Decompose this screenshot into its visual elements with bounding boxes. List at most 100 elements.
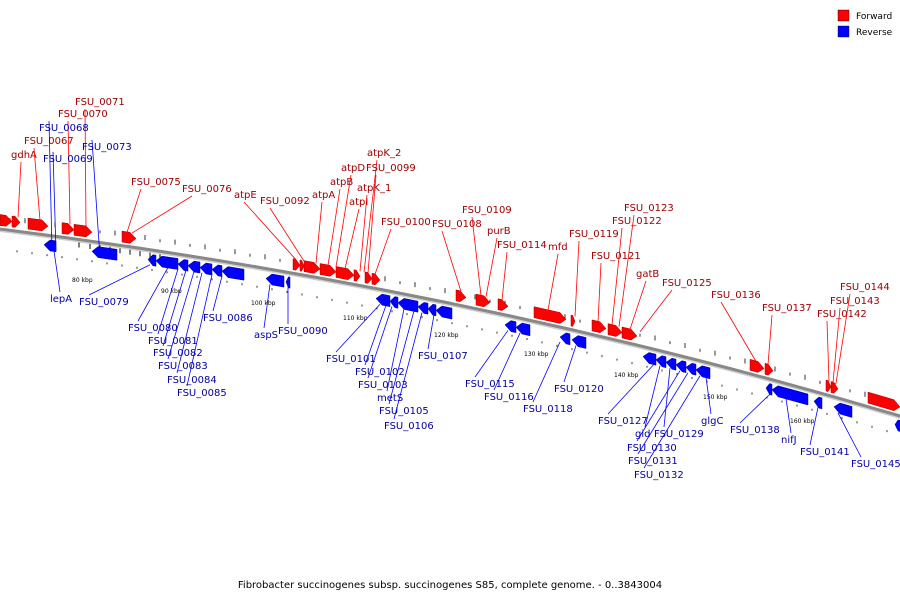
forward-gene-arrow[interactable] (353, 269, 361, 282)
reverse-gene-arrow[interactable] (813, 396, 823, 410)
reverse-gene-arrow[interactable] (265, 273, 285, 288)
reverse-gene-arrow[interactable] (285, 276, 291, 289)
forward-gene-arrow[interactable] (121, 230, 137, 244)
forward-gene-label[interactable]: gatB (636, 269, 659, 280)
forward-gene-label[interactable]: FSU_0119 (569, 229, 619, 240)
forward-gene-arrow[interactable] (475, 293, 491, 308)
forward-gene-label[interactable]: FSU_0092 (260, 196, 310, 207)
forward-gene-label[interactable]: mfd (548, 242, 568, 253)
reverse-gene-label[interactable]: FSU_0079 (79, 297, 129, 308)
reverse-gene-label[interactable]: FSU_0130 (627, 443, 677, 454)
forward-gene-arrow[interactable] (621, 326, 638, 341)
reverse-gene-label[interactable]: FSU_0073 (82, 142, 132, 153)
forward-gene-label[interactable]: FSU_0114 (497, 240, 547, 251)
forward-gene-label[interactable]: FSU_0070 (58, 109, 108, 120)
forward-gene-label[interactable]: FSU_0123 (624, 203, 674, 214)
forward-gene-label[interactable]: FSU_0143 (830, 296, 880, 307)
forward-gene-label[interactable]: FSU_0125 (662, 278, 712, 289)
forward-gene-label[interactable]: atpA (312, 190, 335, 201)
reverse-gene-label[interactable]: FSU_0069 (43, 154, 93, 165)
reverse-gene-arrow[interactable] (515, 322, 531, 337)
forward-gene-label[interactable]: FSU_0142 (817, 309, 867, 320)
forward-gene-arrow[interactable] (607, 323, 623, 337)
forward-gene-arrow[interactable] (303, 260, 321, 274)
reverse-gene-label[interactable]: FSU_0105 (379, 406, 429, 417)
reverse-gene-arrow[interactable] (771, 385, 809, 406)
reverse-gene-arrow[interactable] (642, 352, 657, 366)
reverse-gene-label[interactable]: FSU_0084 (167, 375, 217, 386)
forward-gene-arrow[interactable] (61, 222, 75, 235)
reverse-gene-label[interactable]: FSU_0115 (465, 379, 515, 390)
reverse-gene-label[interactable]: FSU_0120 (554, 384, 604, 395)
forward-gene-arrow[interactable] (497, 298, 509, 311)
reverse-gene-label[interactable]: FSU_0101 (326, 354, 376, 365)
forward-gene-label[interactable]: FSU_0075 (131, 177, 181, 188)
forward-gene-label[interactable]: purB (487, 226, 511, 237)
forward-gene-arrow[interactable] (764, 362, 774, 376)
forward-gene-arrow[interactable] (371, 272, 381, 286)
reverse-gene-arrow[interactable] (375, 293, 391, 308)
forward-gene-arrow[interactable] (11, 215, 21, 228)
reverse-gene-arrow[interactable] (43, 239, 57, 253)
reverse-gene-label[interactable]: FSU_0102 (355, 367, 405, 378)
forward-gene-arrow[interactable] (570, 314, 576, 327)
forward-gene-label[interactable]: gdhA (11, 150, 37, 161)
forward-gene-label[interactable]: atpI (349, 197, 368, 208)
reverse-gene-arrow[interactable] (211, 264, 223, 277)
reverse-gene-arrow[interactable] (427, 303, 437, 317)
forward-gene-arrow[interactable] (867, 391, 900, 411)
reverse-gene-label[interactable]: FSU_0085 (177, 388, 227, 399)
reverse-gene-label[interactable]: FSU_0107 (418, 351, 468, 362)
reverse-gene-arrow[interactable] (177, 259, 189, 272)
forward-gene-arrow[interactable] (299, 259, 305, 272)
reverse-gene-label[interactable]: lepA (50, 294, 72, 305)
forward-gene-arrow[interactable] (292, 258, 301, 271)
forward-gene-label[interactable]: atpB (330, 177, 353, 188)
forward-gene-label[interactable]: FSU_0099 (366, 163, 416, 174)
forward-gene-arrow[interactable] (830, 381, 839, 394)
forward-gene-label[interactable]: FSU_0067 (24, 136, 74, 147)
forward-gene-arrow[interactable] (533, 306, 567, 324)
reverse-gene-label[interactable]: nifJ (781, 435, 797, 446)
reverse-gene-arrow[interactable] (397, 298, 419, 313)
reverse-gene-label[interactable]: FSU_0068 (39, 123, 89, 134)
reverse-gene-arrow[interactable] (894, 419, 900, 432)
forward-gene-arrow[interactable] (455, 289, 467, 302)
forward-gene-arrow[interactable] (364, 271, 373, 284)
reverse-gene-arrow[interactable] (221, 266, 245, 281)
forward-gene-label[interactable]: FSU_0137 (762, 303, 812, 314)
forward-gene-label[interactable]: FSU_0071 (75, 97, 125, 108)
forward-gene-arrow[interactable] (0, 214, 13, 227)
reverse-gene-label[interactable]: FSU_0090 (278, 326, 328, 337)
reverse-gene-arrow[interactable] (695, 365, 711, 380)
forward-gene-label[interactable]: FSU_0109 (462, 205, 512, 216)
forward-gene-label[interactable]: atpK_1 (357, 183, 391, 194)
reverse-gene-arrow[interactable] (91, 246, 118, 261)
reverse-gene-arrow[interactable] (655, 355, 667, 369)
reverse-gene-label[interactable]: FSU_0131 (628, 456, 678, 467)
forward-gene-label[interactable]: atpK_2 (367, 148, 401, 159)
forward-gene-arrow[interactable] (27, 217, 49, 232)
reverse-gene-label[interactable]: FSU_0103 (358, 380, 408, 391)
reverse-gene-label[interactable]: FSU_0080 (128, 323, 178, 334)
reverse-gene-label[interactable]: FSU_0127 (598, 416, 648, 427)
forward-gene-label[interactable]: atpD (341, 163, 365, 174)
reverse-gene-arrow[interactable] (675, 360, 687, 374)
reverse-gene-label[interactable]: FSU_0129 (654, 429, 704, 440)
reverse-gene-arrow[interactable] (571, 335, 587, 349)
reverse-gene-label[interactable]: FSU_0086 (203, 313, 253, 324)
reverse-gene-label[interactable]: FSU_0118 (523, 404, 573, 415)
reverse-gene-arrow[interactable] (833, 402, 853, 418)
reverse-gene-label[interactable]: aspS (254, 330, 278, 341)
reverse-gene-arrow[interactable] (665, 357, 677, 371)
reverse-gene-arrow[interactable] (765, 383, 773, 396)
reverse-gene-label[interactable]: FSU_0132 (634, 470, 684, 481)
reverse-gene-label[interactable]: FSU_0083 (158, 361, 208, 372)
reverse-gene-arrow[interactable] (559, 332, 571, 346)
forward-gene-label[interactable]: FSU_0144 (840, 282, 890, 293)
forward-gene-arrow[interactable] (73, 224, 93, 238)
reverse-gene-arrow[interactable] (504, 320, 517, 334)
reverse-gene-label[interactable]: FSU_0145 (851, 459, 900, 470)
forward-gene-label[interactable]: FSU_0136 (711, 290, 761, 301)
reverse-gene-label[interactable]: gid (635, 429, 650, 440)
